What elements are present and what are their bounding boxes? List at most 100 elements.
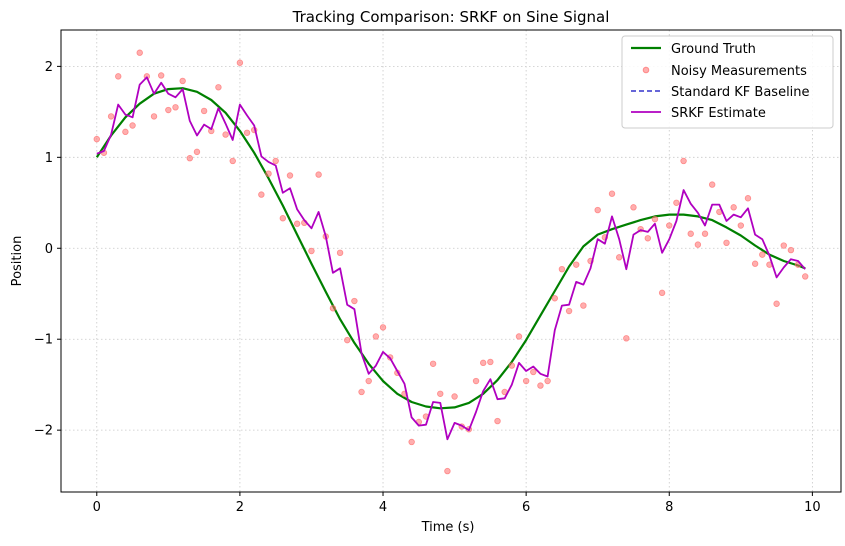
measurement-point bbox=[136, 49, 143, 56]
legend: Ground Truth Noisy Measurements Standard… bbox=[621, 35, 834, 129]
measurement-point bbox=[122, 128, 129, 136]
measurement-point bbox=[329, 305, 337, 312]
measurement-point bbox=[172, 104, 179, 111]
y-tick-label: 1 bbox=[45, 151, 53, 166]
measurement-point bbox=[243, 129, 251, 136]
measurement-point bbox=[107, 113, 115, 120]
y-tick-label: 2 bbox=[45, 60, 53, 75]
measurement-point bbox=[565, 307, 573, 315]
measurement-point bbox=[508, 362, 516, 369]
measurement-point bbox=[708, 181, 716, 188]
y-axis-label: Position bbox=[10, 236, 25, 287]
measurement-point bbox=[150, 113, 158, 120]
measurement-point bbox=[630, 204, 637, 211]
measurement-point bbox=[279, 215, 287, 222]
measurement-point bbox=[115, 73, 122, 80]
measurement-point bbox=[186, 155, 194, 162]
x-tick-label: 10 bbox=[804, 500, 821, 515]
measurement-point bbox=[315, 171, 322, 178]
measurement-point bbox=[308, 247, 315, 255]
measurement-point bbox=[530, 368, 537, 376]
legend-swatch-noisy-measurements bbox=[642, 66, 650, 74]
measurement-point bbox=[658, 289, 666, 297]
measurement-point bbox=[165, 106, 172, 114]
measurement-point bbox=[193, 148, 201, 156]
x-tick-label: 2 bbox=[236, 500, 244, 515]
measurement-point bbox=[651, 215, 659, 223]
measurement-point bbox=[623, 335, 630, 342]
legend-label-srkf-estimate: SRKF Estimate bbox=[671, 106, 766, 121]
measurement-point bbox=[487, 358, 494, 366]
measurement-point bbox=[615, 254, 623, 261]
measurement-point bbox=[379, 324, 387, 331]
measurement-point bbox=[472, 377, 480, 385]
measurement-point bbox=[802, 273, 809, 280]
measurement-point bbox=[780, 242, 787, 249]
measurement-point bbox=[351, 297, 358, 305]
measurement-point bbox=[751, 260, 759, 267]
measurement-point bbox=[773, 300, 780, 307]
x-tick-label: 0 bbox=[93, 500, 101, 515]
measurement-point bbox=[666, 222, 673, 229]
measurement-point bbox=[293, 220, 301, 227]
measurement-point bbox=[179, 77, 186, 85]
measurement-point bbox=[265, 170, 272, 177]
measurement-point bbox=[93, 135, 100, 143]
chart-title: Tracking Comparison: SRKF on Sine Signal bbox=[292, 8, 610, 26]
x-axis-label: Time (s) bbox=[421, 520, 475, 535]
axes-frame bbox=[60, 29, 842, 493]
measurement-point bbox=[759, 251, 766, 258]
x-tick-label: 6 bbox=[522, 500, 530, 515]
x-tick-label: 4 bbox=[379, 500, 387, 515]
measurement-point bbox=[558, 265, 566, 273]
measurement-point bbox=[730, 204, 737, 211]
measurement-point bbox=[272, 157, 279, 165]
measurement-point bbox=[537, 382, 544, 389]
measurement-point bbox=[594, 206, 601, 214]
measurement-point bbox=[737, 222, 745, 229]
measurement-point bbox=[408, 438, 415, 446]
measurement-point bbox=[358, 388, 365, 396]
measurement-point bbox=[573, 261, 580, 268]
measurement-point bbox=[515, 333, 523, 340]
measurement-point bbox=[744, 195, 752, 202]
measurement-point bbox=[344, 336, 351, 344]
legend-label-noisy-measurements: Noisy Measurements bbox=[671, 64, 807, 79]
measurement-point bbox=[687, 230, 694, 237]
measurement-point bbox=[258, 191, 265, 198]
series-line-srkf-estimate bbox=[96, 76, 806, 441]
measurement-point bbox=[200, 107, 208, 115]
measurement-point bbox=[222, 131, 229, 138]
measurement-point bbox=[580, 302, 587, 309]
measurement-point bbox=[701, 230, 709, 237]
y-tick-label: 0 bbox=[45, 242, 53, 257]
legend-box bbox=[621, 35, 834, 129]
measurement-point bbox=[372, 333, 380, 340]
measurement-point bbox=[723, 239, 730, 247]
y-tick-label: −1 bbox=[34, 333, 53, 348]
measurement-point bbox=[694, 241, 702, 248]
legend-label-standard-kf-baseline: Standard KF Baseline bbox=[671, 85, 810, 100]
measurement-point bbox=[215, 84, 222, 91]
ticks: 0 2 4 6 8 10 −2 −1 0 1 2 bbox=[34, 60, 821, 515]
measurement-point bbox=[365, 377, 372, 385]
measurement-point bbox=[644, 235, 651, 242]
measurement-point bbox=[429, 360, 437, 367]
measurement-point bbox=[673, 199, 680, 206]
measurement-point bbox=[494, 417, 501, 425]
measurement-point bbox=[544, 377, 551, 385]
measurement-point bbox=[229, 157, 236, 165]
legend-label-ground-truth: Ground Truth bbox=[671, 42, 756, 57]
measurement-point bbox=[680, 157, 687, 165]
measurement-point bbox=[157, 72, 165, 79]
x-tick-label: 8 bbox=[665, 500, 673, 515]
measurement-point bbox=[336, 249, 344, 257]
measurement-point bbox=[608, 190, 616, 197]
measurement-point bbox=[129, 122, 136, 129]
measurement-point bbox=[551, 295, 558, 302]
series-line-ground-truth bbox=[95, 87, 806, 410]
measurement-point bbox=[236, 59, 244, 66]
measurement-point bbox=[444, 467, 451, 475]
measurement-point bbox=[522, 377, 530, 385]
